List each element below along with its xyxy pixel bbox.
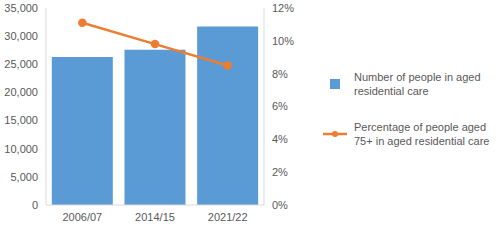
svg-text:4%: 4% [272, 133, 288, 145]
svg-text:8%: 8% [272, 68, 288, 80]
svg-text:25,000: 25,000 [8, 58, 38, 70]
html-text:Number of people in aged resid: Number of people in aged residential car… [354, 71, 481, 97]
svg-text:30,000: 30,000 [8, 30, 38, 42]
svg-text:10%: 10% [272, 35, 294, 47]
svg-text:10,000: 10,000 [8, 143, 38, 155]
svg-text:2006/07: 2006/07 [62, 211, 102, 223]
svg-text:6%: 6% [272, 100, 288, 112]
svg-text:2%: 2% [272, 166, 288, 178]
svg-text:35,000: 35,000 [8, 2, 38, 14]
svg-text:0: 0 [32, 199, 38, 211]
svg-text:2021/22: 2021/22 [208, 211, 248, 223]
html-text:Percentage of people aged 75+: Percentage of people aged 75+ in aged re… [354, 121, 490, 147]
svg-text:0%: 0% [272, 199, 288, 211]
svg-text:15,000: 15,000 [8, 114, 38, 126]
svg-text:2014/15: 2014/15 [135, 211, 175, 223]
svg-text:12%: 12% [272, 2, 294, 14]
svg-text:20,000: 20,000 [8, 86, 38, 98]
svg-text:5,000: 5,000 [10, 171, 38, 183]
